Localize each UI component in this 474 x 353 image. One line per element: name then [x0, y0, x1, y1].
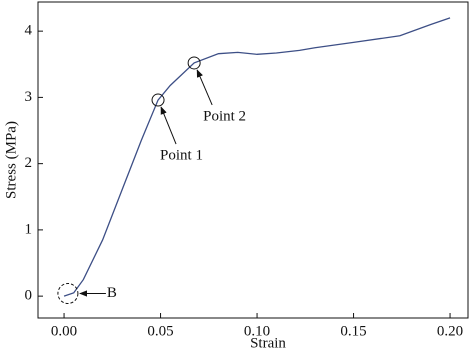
y-tick-label: 0 — [25, 288, 33, 304]
y-axis-label: Stress (MPa) — [3, 121, 19, 199]
x-tick-label: 0.20 — [437, 323, 463, 339]
plot-frame — [37, 1, 469, 319]
annotation-circle — [187, 56, 201, 70]
data-line — [63, 17, 451, 297]
y-tick-label: 4 — [25, 23, 33, 39]
x-tick-label: 0.00 — [51, 323, 77, 339]
annotation-circle — [151, 93, 165, 107]
y-tick-label: 1 — [25, 221, 33, 237]
x-tick-label: 0.10 — [244, 323, 270, 339]
x-axis-label: Strain — [250, 335, 286, 351]
y-tick-label: 3 — [25, 89, 33, 105]
annotation-circle — [57, 282, 79, 304]
annotation-label: Point 1 — [160, 147, 203, 163]
y-tick-label: 2 — [25, 155, 33, 171]
annotation-label: Point 2 — [203, 108, 246, 124]
x-tick-label: 0.15 — [340, 323, 366, 339]
annotation-arrow — [160, 106, 177, 145]
annotation-arrow — [196, 69, 213, 106]
annotation-label: B — [107, 285, 117, 301]
x-tick-label: 0.05 — [147, 323, 173, 339]
